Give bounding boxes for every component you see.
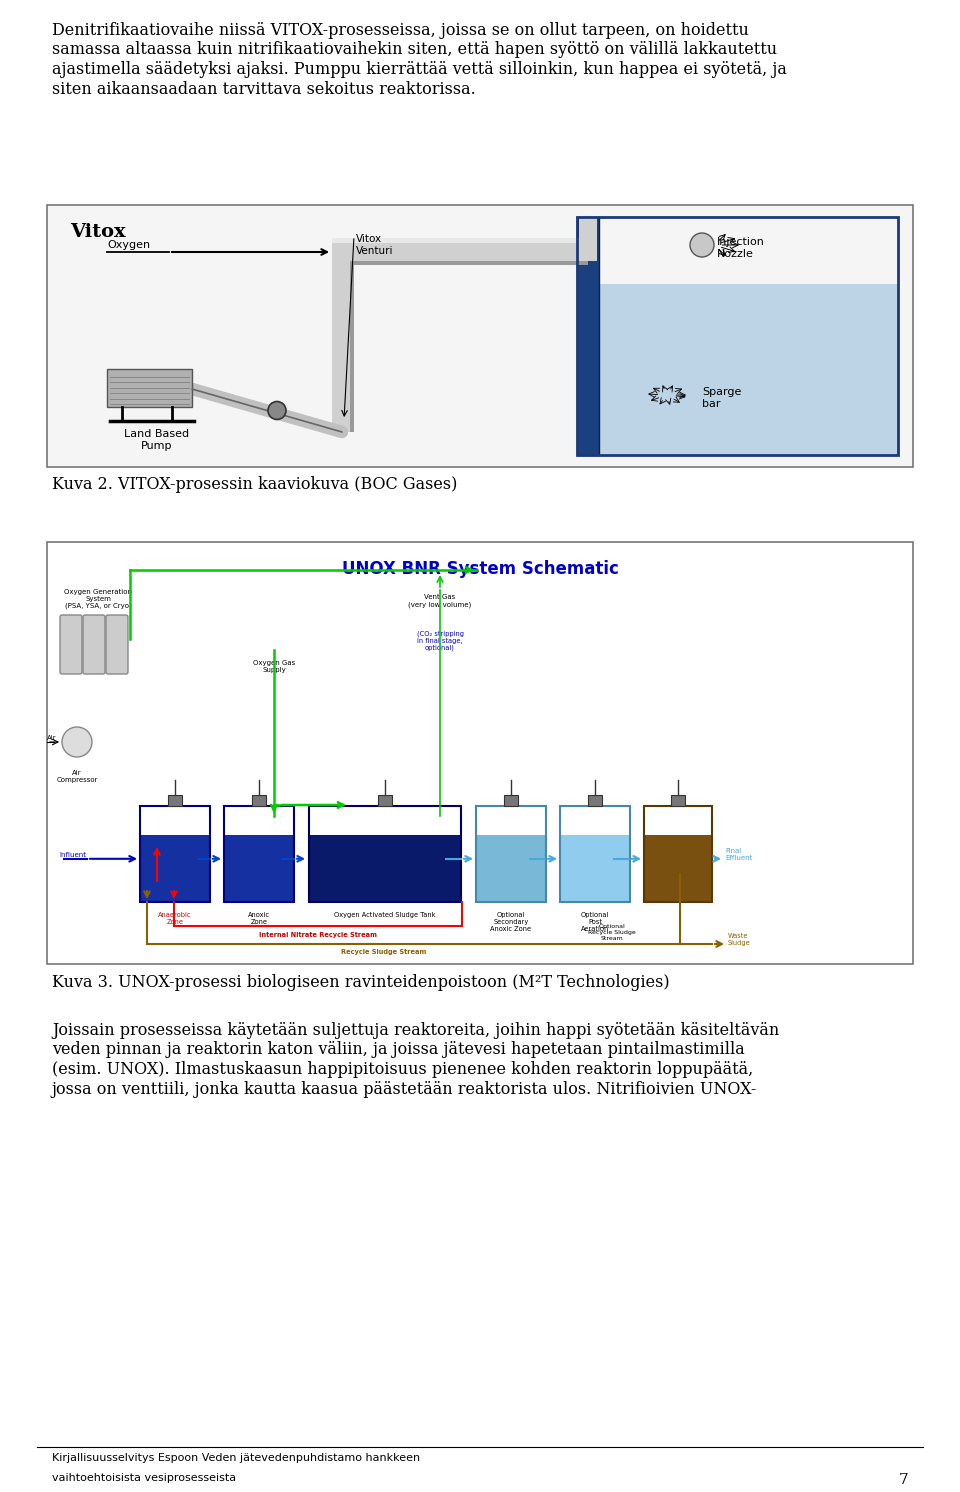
Text: samassa altaassa kuin nitrifikaatiovaihekin siten, että hapen syöttö on välillä : samassa altaassa kuin nitrifikaatiovaihe… [52, 42, 778, 58]
Text: Land Based
Pump: Land Based Pump [125, 430, 189, 451]
Bar [577, 216, 599, 455]
Bar [588, 795, 602, 806]
Bar [378, 795, 392, 806]
Text: Vent Gas
(very low volume): Vent Gas (very low volume) [408, 594, 471, 607]
Bar [332, 261, 352, 433]
Bar [140, 836, 210, 903]
Text: (CO₂ stripping
in final stage,
optional): (CO₂ stripping in final stage, optional) [417, 630, 464, 651]
Text: ajastimella säädetyksi ajaksi. Pumppu kierrättää vettä silloinkin, kun happea ei: ajastimella säädetyksi ajaksi. Pumppu ki… [52, 61, 787, 78]
Text: Sparge
bar: Sparge bar [702, 386, 741, 409]
Bar [577, 283, 898, 455]
Text: Recycle Sludge Stream: Recycle Sludge Stream [341, 949, 426, 955]
Bar [140, 806, 210, 903]
Bar [47, 542, 913, 964]
Bar [476, 836, 546, 903]
Text: ,: , [52, 965, 57, 980]
Bar [350, 261, 354, 433]
Bar [476, 806, 546, 903]
Bar [560, 806, 630, 903]
Bar [252, 795, 266, 806]
Text: Oxygen: Oxygen [107, 240, 150, 251]
Bar [332, 239, 588, 243]
Bar [224, 806, 294, 903]
Text: Final
Effluent: Final Effluent [725, 849, 753, 861]
Bar [332, 261, 588, 266]
Text: Optional
Secondary
Anoxic Zone: Optional Secondary Anoxic Zone [491, 912, 532, 932]
Text: veden pinnan ja reaktorin katon väliin, ja joissa jätevesi hapetetaan pintailmas: veden pinnan ja reaktorin katon väliin, … [52, 1041, 745, 1058]
Circle shape [62, 727, 92, 756]
Text: siten aikaansaadaan tarvittava sekoitus reaktorissa.: siten aikaansaadaan tarvittava sekoitus … [52, 81, 476, 97]
Text: vaihtoehtoisista vesiprosesseista: vaihtoehtoisista vesiprosesseista [52, 1473, 236, 1483]
Bar [168, 795, 182, 806]
Bar [309, 806, 461, 903]
Text: jossa on venttiili, jonka kautta kaasua päästetään reaktorista ulos. Nitrifioivi: jossa on venttiili, jonka kautta kaasua … [52, 1080, 757, 1098]
Text: Internal Nitrate Recycle Stream: Internal Nitrate Recycle Stream [259, 932, 377, 938]
FancyBboxPatch shape [83, 615, 105, 674]
Text: Injection
Nozzle: Injection Nozzle [717, 237, 765, 258]
Bar [47, 204, 913, 467]
Bar [332, 239, 588, 266]
Text: Optional
Recycle Sludge
Stream: Optional Recycle Sludge Stream [588, 924, 636, 940]
Text: UNOX BNR System Schematic: UNOX BNR System Schematic [342, 560, 618, 577]
Bar [577, 216, 898, 455]
Text: Oxygen Generation
System
(PSA, YSA, or Cryo): Oxygen Generation System (PSA, YSA, or C… [64, 589, 132, 610]
Bar [644, 806, 712, 903]
Text: (esim. UNOX). Ilmastuskaasun happipitoisuus pienenee kohden reaktorin loppupäätä: (esim. UNOX). Ilmastuskaasun happipitois… [52, 1061, 754, 1079]
Circle shape [690, 233, 714, 257]
Bar [224, 836, 294, 903]
Bar [560, 836, 630, 903]
Bar [309, 836, 461, 903]
Text: Joissain prosesseissa käytetään suljettuja reaktoreita, joihin happi syötetään k: Joissain prosesseissa käytetään suljettu… [52, 1022, 780, 1038]
Text: 7: 7 [899, 1473, 908, 1488]
Text: Optional
Post
Aeration: Optional Post Aeration [581, 912, 610, 932]
Bar [107, 369, 192, 407]
Text: Anaerobic
Zone: Anaerobic Zone [158, 912, 192, 925]
FancyBboxPatch shape [106, 615, 128, 674]
FancyBboxPatch shape [60, 615, 82, 674]
Bar [579, 216, 597, 261]
Text: Denitrifikaatiovaihe niissä VITOX-prosesseissa, joissa se on ollut tarpeen, on h: Denitrifikaatiovaihe niissä VITOX-proses… [52, 22, 749, 39]
Text: Air
Compressor: Air Compressor [57, 770, 98, 783]
Text: Air: Air [47, 736, 57, 742]
Text: Oxygen Gas
Supply: Oxygen Gas Supply [252, 659, 295, 673]
Text: Kuva 2. VITOX-prosessin kaaviokuva (BOC Gases): Kuva 2. VITOX-prosessin kaaviokuva (BOC … [52, 476, 457, 492]
Text: Oxygen Activated Sludge Tank: Oxygen Activated Sludge Tank [334, 912, 436, 918]
Bar [671, 795, 685, 806]
Text: Kirjallisuusselvitys Espoon Veden jätevedenpuhdistamo hankkeen: Kirjallisuusselvitys Espoon Veden jäteve… [52, 1453, 420, 1464]
Text: Vitox: Vitox [70, 222, 126, 242]
Circle shape [268, 401, 286, 419]
Text: Waste
Sludge: Waste Sludge [728, 934, 751, 946]
Text: Anoxic
Zone: Anoxic Zone [248, 912, 270, 925]
Text: Vitox
Venturi: Vitox Venturi [356, 234, 394, 255]
Bar [644, 836, 712, 903]
Bar [504, 795, 518, 806]
Text: Kuva 3. UNOX-prosessi biologiseen ravinteidenpoistoon (M²T Technologies): Kuva 3. UNOX-prosessi biologiseen ravint… [52, 974, 670, 991]
Text: Influent: Influent [59, 852, 86, 858]
